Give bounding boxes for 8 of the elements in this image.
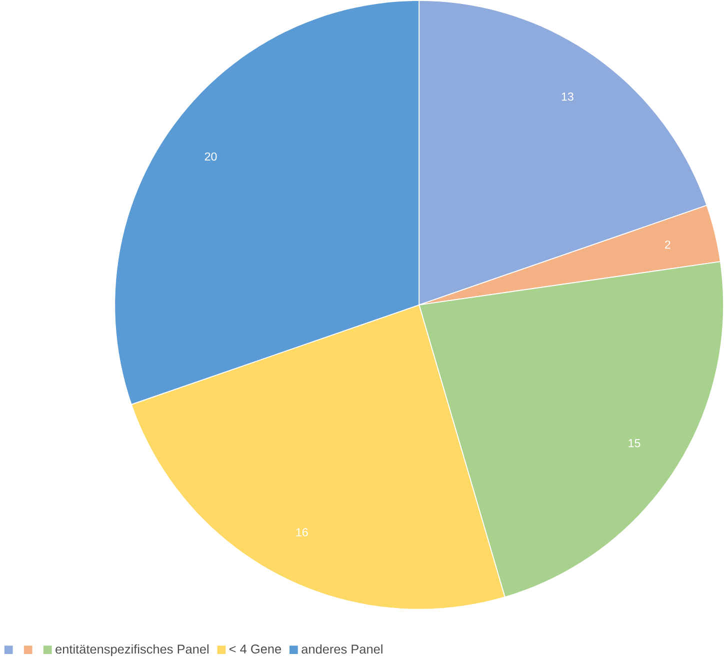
data-label: 20 — [204, 152, 217, 161]
legend-label: entitätenspezifisches Panel — [56, 644, 208, 656]
data-label: 2 — [664, 240, 670, 249]
legend-label: < 4 Gene — [230, 644, 282, 654]
data-label: 15 — [628, 439, 640, 448]
legend-label: anderes Panel — [302, 644, 382, 654]
data-label: 16 — [296, 528, 308, 536]
data-label: 13 — [562, 92, 574, 101]
